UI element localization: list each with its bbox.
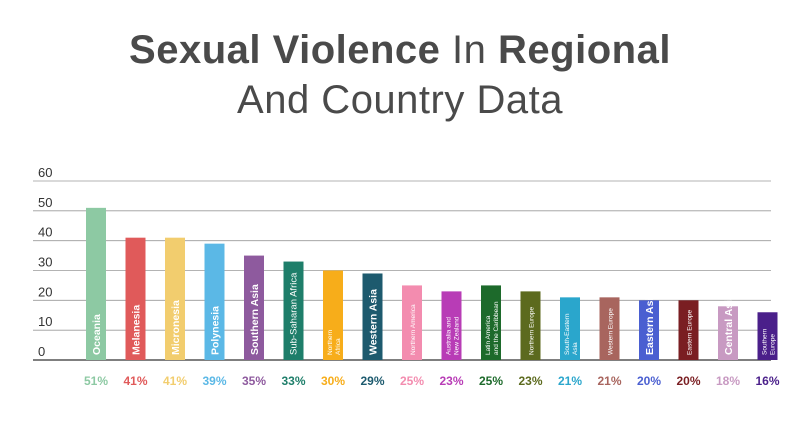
bar [520, 291, 541, 360]
category-label: Eastern Europe [687, 309, 694, 355]
value-label: 18% [716, 374, 740, 388]
bar [86, 207, 106, 360]
y-tick-label: 60 [38, 165, 52, 180]
category-label: SouthernEurope [762, 328, 777, 355]
bar [362, 273, 383, 360]
y-tick-label: 10 [38, 314, 52, 329]
value-label: 23% [439, 374, 463, 388]
bar [204, 243, 225, 360]
category-label: Latin Americaand the Caribbean [485, 301, 500, 355]
category-label: Eastern Asia [644, 292, 656, 355]
category-label: NorthernAfrica [327, 329, 342, 355]
category-label: South-EasternAsia [564, 313, 579, 355]
bar [560, 297, 580, 360]
category-label: Northern America [410, 304, 417, 355]
value-label: 29% [360, 374, 384, 388]
category-label: Melanesia [131, 305, 143, 355]
value-label: 51% [84, 374, 108, 388]
category-label: Micronesia [170, 300, 182, 355]
y-tick-label: 50 [38, 195, 52, 210]
y-tick-label: 30 [38, 255, 52, 270]
value-label: 25% [479, 374, 503, 388]
value-label: 39% [202, 374, 226, 388]
title-part-1: Sexual Violence [129, 28, 441, 72]
category-label: Western Europe [608, 308, 615, 355]
category-label: Northern Europe [529, 307, 536, 355]
y-tick-label: 20 [38, 284, 52, 299]
value-label: 23% [518, 374, 542, 388]
value-label: 16% [755, 374, 779, 388]
bar [323, 270, 343, 360]
category-label: Sub-Saharan Africa [289, 272, 300, 355]
title-part-3: Regional [498, 28, 671, 72]
value-label: 20% [676, 374, 700, 388]
bar [244, 255, 264, 360]
category-label: Oceania [91, 314, 103, 355]
bar [757, 312, 778, 360]
value-label: 20% [637, 374, 661, 388]
category-label: Southern Asia [249, 284, 261, 355]
bar [599, 297, 620, 360]
y-tick-label: 0 [38, 344, 45, 359]
value-label: 35% [242, 374, 266, 388]
category-label: Central Asia [723, 294, 735, 355]
chart-title: Sexual Violence In Regional [0, 26, 800, 74]
bar [125, 237, 146, 360]
value-label: 21% [597, 374, 621, 388]
bar [718, 306, 738, 360]
title-part-2: In [452, 28, 487, 72]
category-label: Western Asia [368, 289, 380, 355]
chart-subtitle: And Country Data [237, 78, 563, 122]
bar [165, 237, 185, 360]
bar [639, 300, 659, 360]
value-label: 33% [281, 374, 305, 388]
bar [481, 285, 501, 360]
bar [402, 285, 422, 360]
value-label: 30% [321, 374, 345, 388]
bar [441, 291, 462, 360]
value-label: 41% [163, 374, 187, 388]
value-label: 25% [400, 374, 424, 388]
bar [678, 300, 699, 360]
y-tick-label: 40 [38, 225, 52, 240]
category-label: Polynesia [210, 306, 222, 355]
bar [283, 261, 304, 360]
value-label: 21% [558, 374, 582, 388]
value-label: 41% [123, 374, 147, 388]
category-label: Australia andNew Zealand [446, 316, 461, 355]
